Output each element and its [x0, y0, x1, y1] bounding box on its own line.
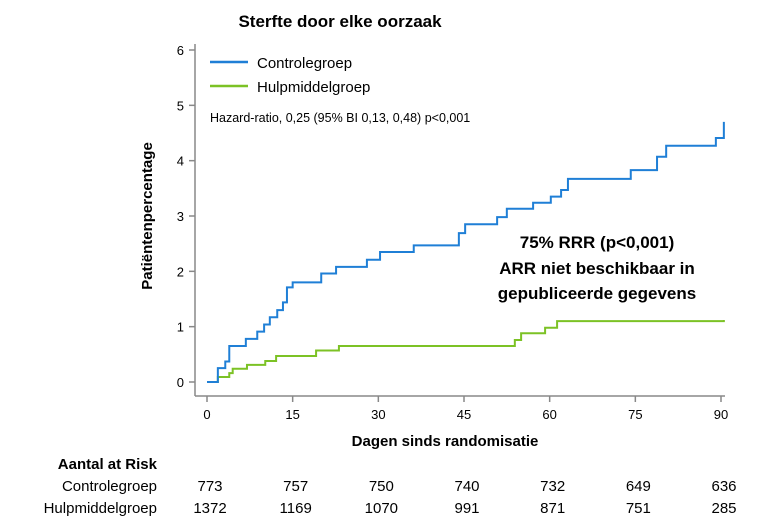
risk-cell: 1169: [280, 500, 312, 517]
risk-cell: 636: [711, 478, 736, 495]
y-tick-label: 1: [177, 320, 184, 335]
chart-title: Sterfte door elke oorzaak: [238, 12, 442, 31]
y-tick-label: 5: [177, 98, 184, 113]
x-tick-label: 15: [285, 407, 299, 422]
x-tick-label: 0: [203, 407, 210, 422]
series-line-controlegroep: [207, 121, 725, 383]
risk-cell: 871: [540, 500, 565, 517]
legend-label-controlegroep: Controlegroep: [257, 55, 352, 72]
x-tick-label: 75: [628, 407, 642, 422]
risk-cell: 649: [626, 478, 651, 495]
x-tick-label: 90: [714, 407, 728, 422]
risk-row-label-hulpmiddelgroep: Hulpmiddelgroep: [44, 500, 157, 517]
y-axis-label: Patiëntenpercentage: [139, 142, 156, 290]
y-tick-label: 6: [177, 43, 184, 58]
risk-cell: 757: [283, 478, 308, 495]
risk-cell: 991: [454, 500, 479, 517]
annotation-line-1: 75% RRR (p<0,001): [520, 233, 674, 252]
x-axis-label: Dagen sinds randomisatie: [352, 433, 539, 450]
y-tick-label: 2: [177, 264, 184, 279]
y-tick-label: 0: [177, 375, 184, 390]
risk-cell: 1070: [365, 500, 398, 517]
hazard-ratio-text: Hazard-ratio, 0,25 (95% BI 0,13, 0,48) p…: [210, 111, 470, 125]
risk-cell: 285: [711, 500, 736, 517]
annotation-line-3: gepubliceerde gegevens: [498, 284, 696, 303]
risk-cell: 773: [197, 478, 222, 495]
risk-cell: 1372: [193, 500, 226, 517]
annotation-line-2: ARR niet beschikbaar in: [499, 259, 695, 278]
legend-label-hulpmiddelgroep: Hulpmiddelgroep: [257, 79, 370, 96]
x-tick-label: 45: [457, 407, 471, 422]
risk-cell: 732: [540, 478, 565, 495]
series-line-hulpmiddelgroep: [207, 320, 725, 383]
y-tick-label: 3: [177, 209, 184, 224]
risk-table-title: Aantal at Risk: [58, 456, 158, 473]
risk-cell: 740: [454, 478, 479, 495]
risk-row-label-controlegroep: Controlegroep: [62, 478, 157, 495]
risk-cell: 751: [626, 500, 651, 517]
x-tick-label: 60: [542, 407, 556, 422]
y-tick-label: 4: [177, 154, 184, 169]
risk-cell: 750: [369, 478, 394, 495]
x-tick-label: 30: [371, 407, 385, 422]
legend: Controlegroep Hulpmiddelgroep: [210, 55, 370, 96]
